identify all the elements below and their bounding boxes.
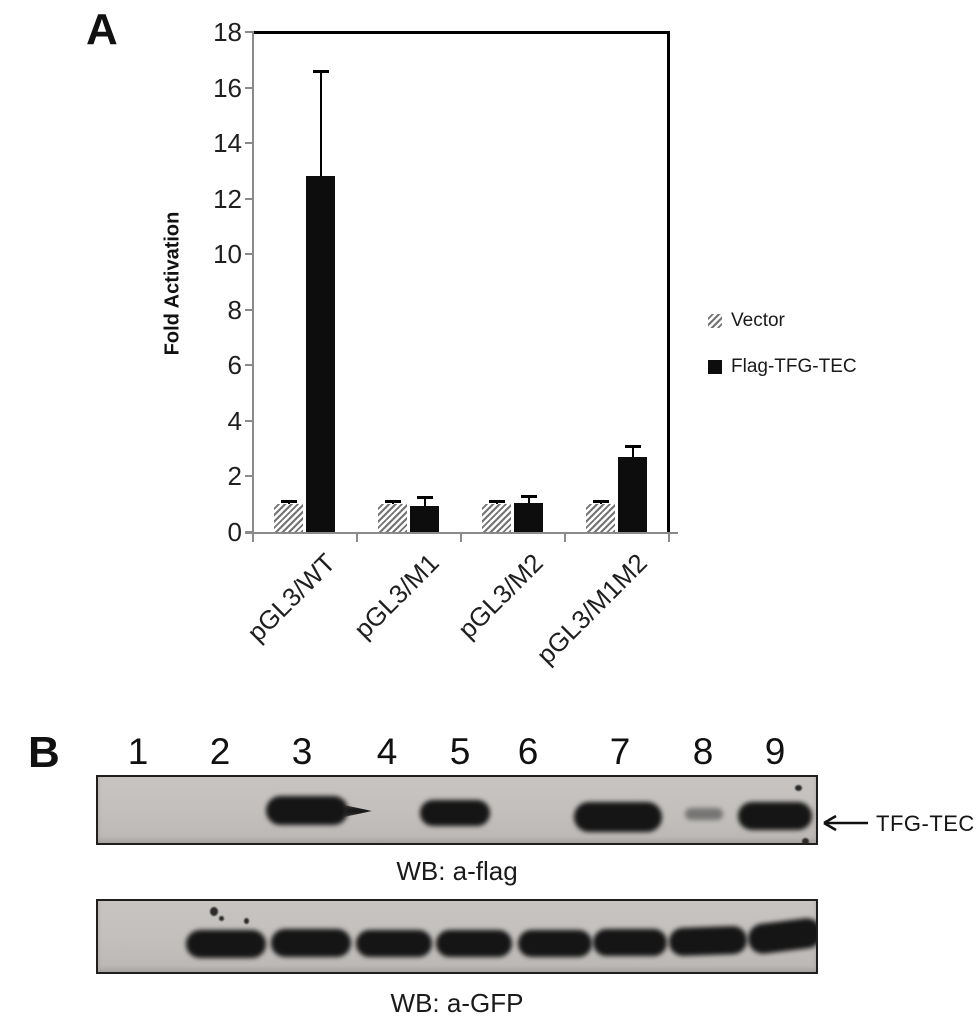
y-tick-mark	[245, 31, 253, 33]
x-category-label: pGL3/M1	[347, 547, 445, 645]
plot-frame	[253, 31, 670, 534]
y-tick-label: 6	[227, 350, 242, 381]
arrow-band-label: TFG-TEC	[876, 811, 975, 836]
panel-b-label: B	[28, 728, 60, 777]
y-tick-label: 10	[213, 239, 242, 270]
lane-number-3: 3	[291, 731, 313, 772]
error-bar-cap	[384, 500, 401, 504]
bar-vector-pgl3wt	[274, 504, 303, 532]
y-tick-mark	[245, 308, 253, 311]
blot1-caption: WB: a-flag	[396, 856, 518, 886]
blot-band-lane-7	[593, 929, 667, 956]
bar-flag-tfg-tec-pgl3m2	[514, 502, 543, 532]
x-tick-mark	[252, 534, 254, 542]
lane-number-6: 6	[517, 731, 539, 772]
legend-item-flag-tfg-tec: Flag-TFG-TEC	[708, 356, 857, 378]
error-bar-cap	[520, 494, 537, 498]
y-tick-mark	[245, 197, 253, 200]
y-axis-title: Fold Activation	[161, 211, 184, 356]
lane-number-9: 9	[764, 731, 786, 772]
blot-band-lane-3	[266, 796, 348, 825]
blot-band-lane-9	[746, 916, 816, 956]
bar-flag-tfg-tec-pgl3m1m2	[618, 457, 647, 532]
error-bar-stem	[527, 495, 530, 503]
blot-band-lane-9	[738, 802, 812, 830]
blot-band-lane-3	[271, 929, 351, 957]
y-tick-mark	[245, 86, 253, 89]
x-tick-mark	[564, 534, 566, 542]
blot-band-lane-7	[574, 802, 662, 832]
error-bar-cap	[624, 444, 641, 448]
blot-band-lane-8	[668, 925, 748, 957]
bar-vector-pgl3m1	[378, 504, 407, 532]
blot-band-lane-8	[685, 808, 723, 820]
lane-number-4: 4	[376, 731, 398, 772]
blot-speckle	[210, 907, 218, 916]
blot2-caption: WB: a-GFP	[390, 988, 524, 1018]
blot-band-lane-5	[436, 930, 512, 957]
y-tick-label: 2	[227, 461, 242, 492]
x-tick-mark	[460, 534, 462, 542]
y-tick-mark	[245, 475, 253, 478]
western-blot-gfp	[96, 899, 818, 974]
y-tick-mark	[245, 142, 253, 145]
y-tick-label: 0	[227, 517, 242, 547]
legend-item-vector: Vector	[708, 310, 785, 332]
x-category-label: pGL3/M2	[451, 547, 549, 645]
blot-speckle	[244, 918, 249, 924]
lane-number-1: 1	[127, 731, 149, 772]
left-arrow-icon	[823, 814, 868, 832]
blot-speckle	[795, 785, 802, 791]
y-tick-label: 16	[213, 72, 242, 103]
y-tick-mark	[245, 531, 253, 533]
error-bar-cap	[592, 500, 609, 504]
bar-flag-tfg-tec-pgl3wt	[306, 176, 335, 532]
legend-label: Vector	[731, 310, 785, 331]
legend-label: Flag-TFG-TEC	[731, 356, 857, 377]
error-bar-cap	[416, 496, 433, 500]
y-tick-mark	[245, 419, 253, 422]
panel-a-label: A	[86, 5, 118, 54]
lane-number-7: 7	[609, 731, 631, 772]
error-bar-cap	[488, 500, 505, 504]
y-tick-label: 12	[213, 183, 242, 214]
error-bar-stem	[423, 497, 426, 506]
error-bar-cap	[280, 500, 297, 504]
bar-chart-panel: 0 2 4 6 8 10 12 14 16 18 pGL3/WT pGL3/M1 pGL3/M2 pGL…	[161, 17, 857, 670]
legend-swatch-black	[708, 360, 722, 374]
lane-number-8: 8	[692, 731, 714, 772]
bar-flag-tfg-tec-pgl3m1	[410, 505, 439, 532]
y-tick-label: 4	[227, 405, 242, 436]
y-tick-label: 14	[213, 128, 242, 159]
y-tick-label: 18	[213, 17, 242, 47]
x-axis-line	[245, 532, 678, 534]
blot-band-lane-5	[420, 800, 490, 826]
blot-band-lane-2	[186, 930, 266, 958]
bar-vector-pgl3m1m2	[586, 504, 615, 532]
blot-speckle	[219, 916, 224, 921]
y-tick-mark	[245, 253, 253, 256]
x-tick-mark	[356, 534, 358, 542]
blot-band-tail	[344, 805, 372, 817]
error-bar-stem	[631, 445, 634, 457]
bar-vector-pgl3m2	[482, 504, 511, 532]
error-bar-cap	[312, 69, 329, 73]
western-blot-flag	[96, 775, 818, 845]
lane-number-5: 5	[449, 731, 471, 772]
y-tick-label: 8	[227, 294, 242, 325]
y-tick-mark	[245, 364, 253, 367]
y-axis-line	[252, 31, 254, 541]
x-category-label: pGL3/M1M2	[530, 547, 653, 670]
error-bar-stem	[319, 70, 322, 177]
legend-swatch-hatched	[708, 314, 722, 328]
x-tick-mark	[668, 534, 670, 542]
blot-speckle	[802, 838, 809, 843]
x-category-label: pGL3/WT	[240, 547, 341, 648]
blot-band-lane-4	[356, 930, 432, 957]
lane-number-2: 2	[209, 731, 231, 772]
blot-band-lane-6	[518, 930, 592, 957]
